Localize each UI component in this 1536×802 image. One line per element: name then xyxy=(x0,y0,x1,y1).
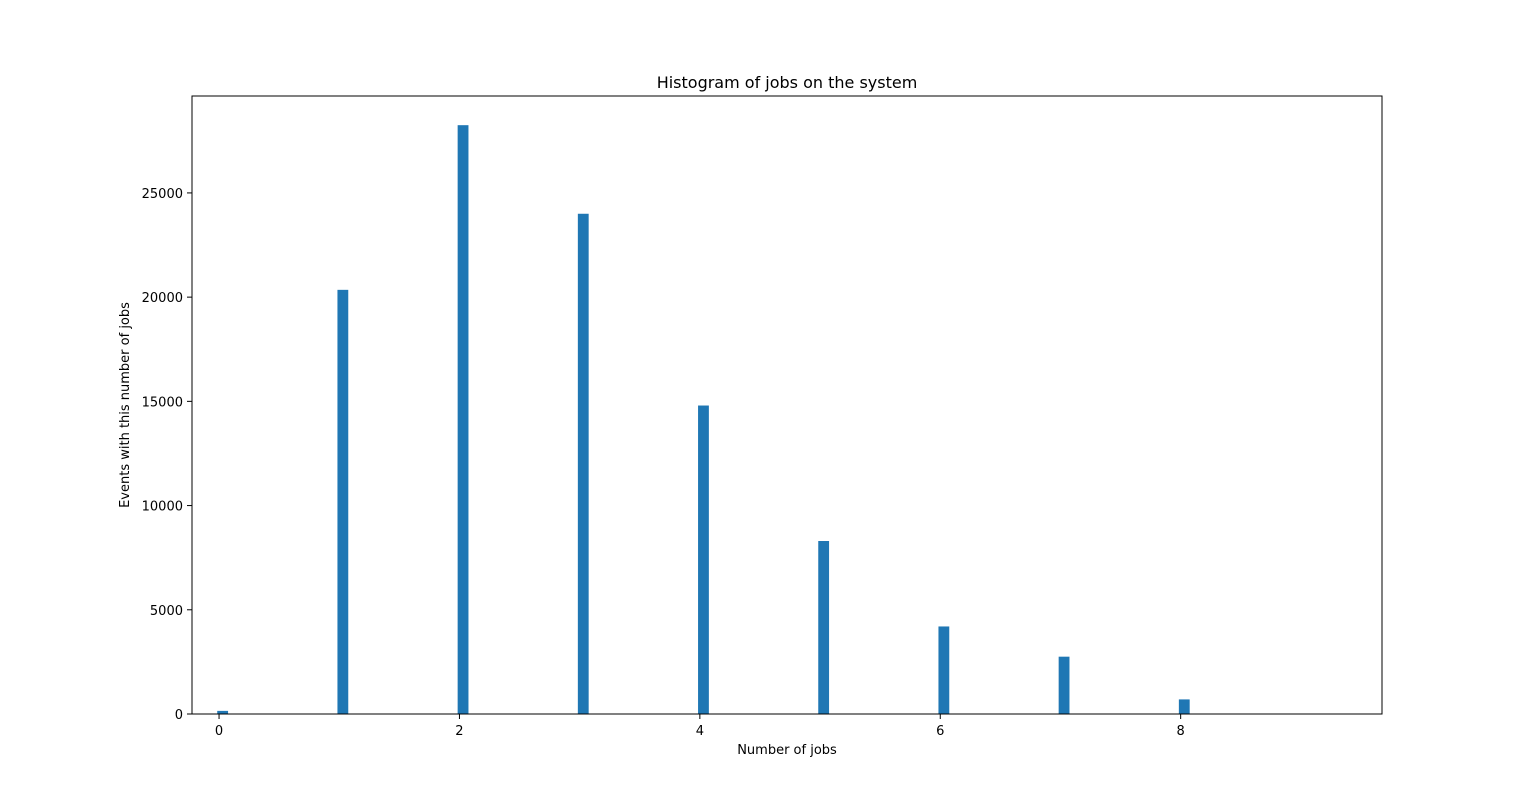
y-tick-label: 20000 xyxy=(142,291,183,306)
chart-title: Histogram of jobs on the system xyxy=(657,73,918,92)
bar-2 xyxy=(457,125,469,715)
x-axis-label: Number of jobs xyxy=(737,743,837,758)
y-tick-label: 5000 xyxy=(150,604,183,619)
bar-8 xyxy=(1178,699,1190,714)
y-tick-label: 15000 xyxy=(142,395,183,410)
x-tick-label: 2 xyxy=(455,724,463,739)
bar-4 xyxy=(698,405,709,714)
bar-5 xyxy=(818,541,830,714)
y-axis-ticks: 0 5000 10000 15000 20000 25000 xyxy=(142,187,192,723)
bar-1 xyxy=(337,289,349,714)
y-tick-label: 10000 xyxy=(142,500,183,515)
bars-group xyxy=(217,125,1190,715)
bar-7 xyxy=(1058,656,1070,714)
x-tick-label: 4 xyxy=(696,724,704,739)
y-axis-label: Events with this number of jobs xyxy=(118,302,133,508)
y-tick-label: 0 xyxy=(175,708,183,723)
plot-frame xyxy=(191,95,1383,715)
bar-0 xyxy=(217,710,229,714)
bar-3 xyxy=(577,213,589,714)
bar-6 xyxy=(938,626,950,714)
x-tick-label: 0 xyxy=(215,724,223,739)
y-tick-label: 25000 xyxy=(142,187,183,202)
x-tick-label: 8 xyxy=(1177,724,1185,739)
x-tick-label: 6 xyxy=(936,724,944,739)
x-axis-ticks: 0 2 4 6 8 xyxy=(215,714,1185,739)
